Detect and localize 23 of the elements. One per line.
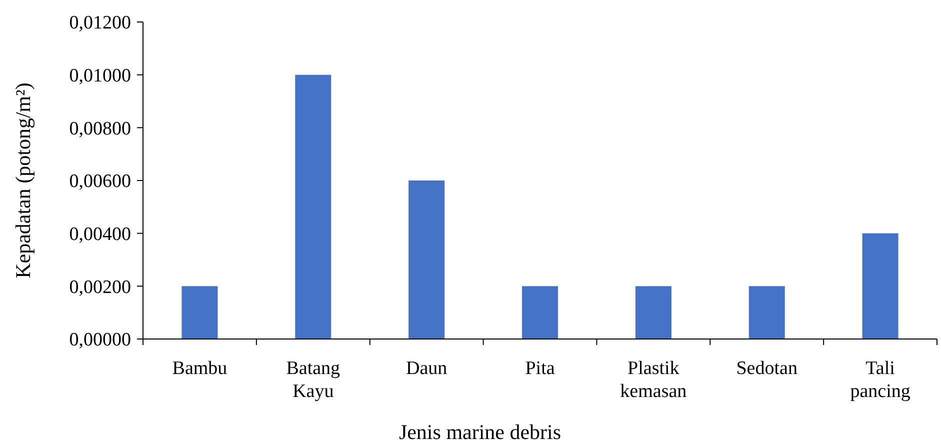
x-tick-label: Pita xyxy=(525,358,556,379)
y-tick-label: 0,00800 xyxy=(69,118,131,140)
y-tick-label: 0,00200 xyxy=(69,276,131,298)
bar xyxy=(295,74,332,339)
x-tick-label: Plastik kemasan xyxy=(620,358,688,402)
x-tick-label: Batang Kayu xyxy=(286,358,341,402)
x-tick-label: Tali pancing xyxy=(850,358,911,402)
x-axis-title: Jenis marine debris xyxy=(398,420,562,444)
bar xyxy=(748,286,785,339)
y-tick-label: 0,01200 xyxy=(69,12,131,34)
x-tick-label: Daun xyxy=(406,358,448,379)
y-tick-label: 0,00000 xyxy=(69,330,131,351)
x-tick-label: Sedotan xyxy=(736,358,798,379)
bar xyxy=(522,286,558,339)
y-axis-title: Kepadatan (potong/m²) xyxy=(11,82,35,278)
y-tick-label: 0,01000 xyxy=(69,65,131,86)
bar xyxy=(635,286,672,339)
x-tick-label: Bambu xyxy=(172,358,228,379)
bar xyxy=(408,180,445,339)
bar xyxy=(862,233,898,339)
bar xyxy=(182,286,218,339)
y-tick-label: 0,00600 xyxy=(69,171,131,192)
y-tick-label: 0,00400 xyxy=(69,224,131,245)
